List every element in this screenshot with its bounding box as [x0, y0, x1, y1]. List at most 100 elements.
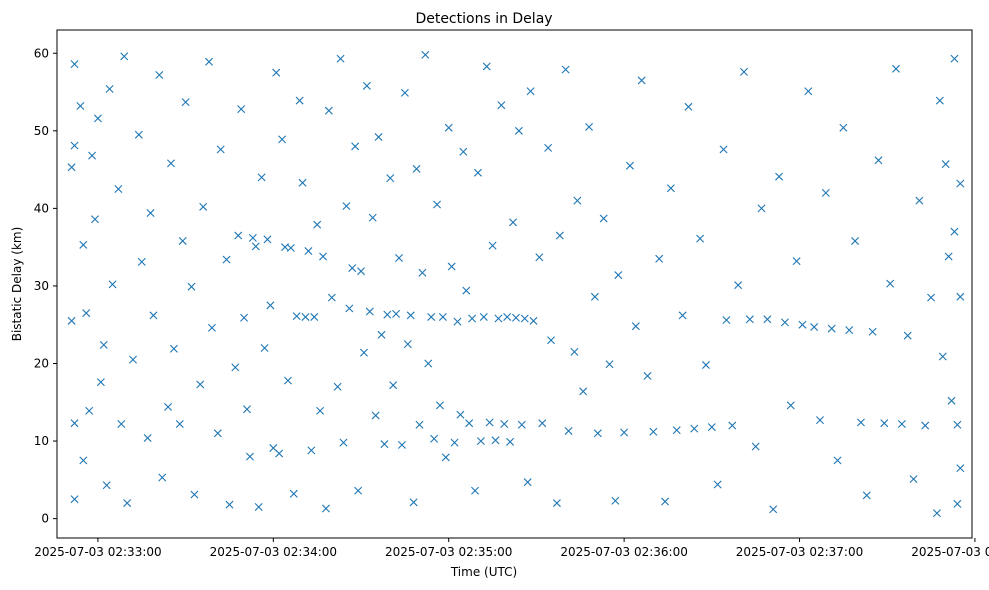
- data-point: [590, 292, 599, 301]
- data-point: [935, 96, 944, 105]
- data-point: [409, 498, 418, 507]
- data-point: [257, 173, 266, 182]
- data-point: [245, 452, 254, 461]
- data-point: [167, 159, 175, 168]
- x-tick-label: 2025-07-03 02:34:00: [210, 545, 337, 559]
- data-point: [605, 360, 614, 369]
- data-point: [105, 84, 114, 93]
- data-point: [529, 316, 538, 325]
- data-point: [82, 309, 91, 318]
- data-point: [810, 323, 819, 332]
- data-point: [643, 371, 652, 380]
- data-point: [517, 420, 526, 429]
- data-point: [953, 420, 962, 429]
- data-point: [88, 151, 97, 160]
- data-point: [430, 434, 439, 443]
- data-point: [701, 361, 710, 370]
- data-point: [117, 420, 126, 428]
- data-point: [494, 314, 503, 323]
- data-point: [260, 343, 269, 352]
- data-point: [310, 312, 319, 321]
- data-point: [892, 64, 900, 73]
- data-point: [321, 504, 330, 513]
- data-point: [821, 188, 830, 197]
- data-point: [444, 123, 453, 132]
- data-point: [845, 326, 854, 335]
- data-point: [625, 161, 634, 170]
- data-point: [263, 235, 272, 244]
- x-tick-label: 2025-07-03 02:33:00: [34, 545, 161, 559]
- data-point: [535, 253, 544, 262]
- data-point: [301, 312, 310, 321]
- data-point: [947, 396, 956, 405]
- data-point: [903, 331, 912, 340]
- data-point: [468, 314, 477, 323]
- data-point: [775, 172, 784, 181]
- data-point: [941, 160, 950, 169]
- data-point: [570, 347, 579, 356]
- data-point: [137, 257, 146, 266]
- data-point: [120, 52, 129, 61]
- data-point: [614, 271, 623, 280]
- data-point: [851, 236, 860, 245]
- data-point: [289, 489, 298, 498]
- data-point: [412, 164, 421, 173]
- data-point: [70, 495, 79, 504]
- data-point: [804, 87, 813, 96]
- data-point: [544, 143, 553, 152]
- data-point: [70, 419, 79, 428]
- data-point: [734, 281, 743, 290]
- marker-layer: [67, 50, 965, 518]
- x-axis-label: Time (UTC): [450, 565, 517, 579]
- data-point: [134, 130, 143, 139]
- data-point: [319, 252, 328, 261]
- data-point: [70, 60, 79, 69]
- data-point: [856, 418, 865, 427]
- data-point: [175, 420, 184, 428]
- data-point: [868, 327, 877, 336]
- data-point: [739, 67, 748, 76]
- data-point: [786, 401, 795, 410]
- data-point: [555, 231, 564, 240]
- data-point: [316, 406, 325, 415]
- data-point: [763, 315, 772, 324]
- x-tick-label: 2025-07-03 02:37:00: [736, 545, 863, 559]
- data-point: [538, 419, 547, 428]
- data-point: [690, 424, 699, 433]
- data-point: [462, 286, 471, 295]
- y-tick-label: 0: [41, 512, 49, 526]
- y-tick-label: 50: [34, 124, 49, 138]
- data-point: [593, 429, 602, 438]
- data-point: [585, 122, 594, 131]
- data-point: [418, 268, 427, 277]
- data-point: [471, 486, 480, 495]
- data-point: [286, 243, 295, 252]
- data-point: [526, 87, 535, 96]
- data-point: [745, 315, 754, 324]
- data-point: [447, 262, 456, 271]
- data-point: [488, 241, 497, 250]
- plot-frame: [56, 29, 973, 539]
- data-point: [611, 496, 620, 505]
- data-point: [427, 312, 436, 321]
- data-point: [283, 376, 292, 385]
- data-point: [248, 233, 257, 242]
- data-point: [377, 330, 386, 339]
- data-point: [798, 320, 807, 329]
- data-point: [395, 254, 404, 263]
- data-point: [67, 163, 76, 172]
- data-point: [234, 231, 243, 240]
- data-point: [149, 311, 158, 320]
- data-point: [915, 196, 924, 205]
- data-point: [365, 307, 374, 316]
- data-point: [719, 145, 728, 154]
- data-point: [792, 257, 801, 266]
- data-point: [169, 344, 178, 353]
- data-point: [456, 410, 465, 419]
- data-point: [129, 355, 137, 364]
- data-point: [491, 436, 500, 445]
- data-point: [85, 406, 94, 415]
- data-point: [359, 348, 368, 357]
- data-point: [403, 340, 412, 349]
- data-point: [722, 316, 731, 325]
